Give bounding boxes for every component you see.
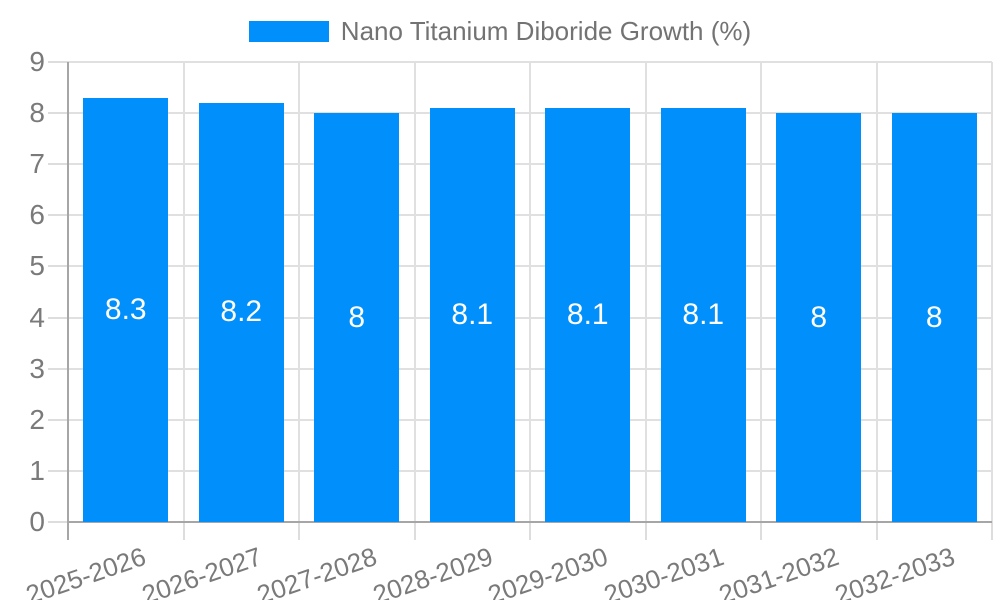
x-axis-label: 2029-2030 xyxy=(484,541,612,600)
y-axis-label: 6 xyxy=(29,199,45,231)
x-tick xyxy=(182,522,185,540)
y-axis-label: 9 xyxy=(29,46,45,77)
y-axis-label: 2 xyxy=(29,403,45,435)
x-tick xyxy=(760,522,762,540)
bar-value-label: 8.1 xyxy=(682,298,725,331)
y-tick xyxy=(48,61,68,63)
y-tick xyxy=(48,521,68,523)
x-grid-line xyxy=(875,62,878,522)
bar: 8.1 xyxy=(660,108,746,522)
x-grid-line xyxy=(298,62,300,522)
bar-value-label: 8.1 xyxy=(451,298,494,331)
x-axis-label: 2026-2027 xyxy=(138,541,266,600)
x-grid-line xyxy=(991,62,993,522)
y-axis-label: 1 xyxy=(29,454,45,486)
bar: 8 xyxy=(314,113,400,522)
x-tick xyxy=(298,522,300,540)
bar: 8.1 xyxy=(545,108,631,522)
x-axis-label: 2031-2032 xyxy=(715,541,843,600)
bar-value-label: 8.2 xyxy=(220,295,263,329)
bar-value-label: 8 xyxy=(925,300,943,334)
y-axis-label: 3 xyxy=(29,352,45,384)
legend-item[interactable]: Nano Titanium Diboride Growth (%) xyxy=(0,14,1000,48)
x-axis-label: 2025-2026 xyxy=(22,541,150,600)
y-tick xyxy=(48,469,68,472)
x-grid-line xyxy=(760,62,762,522)
bar-value-label: 8 xyxy=(348,300,366,334)
plot-area: 0 1 2 3 4 5 6 7 8 9 8.3 8.2 8 8.1 8.1 8.1 8 8 2025-2026 202… xyxy=(23,48,993,600)
x-tick xyxy=(991,522,993,540)
x-axis-line xyxy=(68,521,992,523)
legend-marker xyxy=(248,20,329,42)
x-grid-line xyxy=(529,62,531,522)
y-axis-label: 0 xyxy=(29,506,45,537)
x-tick xyxy=(413,522,416,540)
bar-value-label: 8.3 xyxy=(104,292,147,326)
bar: 8.3 xyxy=(83,97,169,522)
bar: 8.2 xyxy=(198,102,284,522)
bar: 8 xyxy=(891,113,977,522)
y-tick xyxy=(48,163,68,166)
y-axis-label: 5 xyxy=(29,250,45,282)
bar: 8 xyxy=(776,113,862,522)
y-tick xyxy=(48,214,68,217)
x-axis-label: 2030-2031 xyxy=(600,541,728,600)
y-tick xyxy=(48,265,68,268)
x-axis-label: 2028-2029 xyxy=(369,541,497,600)
bar: 8.1 xyxy=(429,108,515,522)
bar-value-label: 8.1 xyxy=(566,298,609,331)
y-tick xyxy=(48,367,68,370)
y-tick xyxy=(48,316,68,319)
x-grid-line xyxy=(644,62,647,522)
y-axis-label: 8 xyxy=(29,97,45,129)
x-tick xyxy=(529,522,531,540)
x-tick xyxy=(875,522,878,540)
y-axis-line xyxy=(67,62,69,540)
x-grid-line xyxy=(182,62,185,522)
y-tick xyxy=(48,418,68,421)
x-axis-label: 2027-2028 xyxy=(253,541,381,600)
x-grid-line xyxy=(413,62,416,522)
x-axis-label: 2032-2033 xyxy=(831,541,959,600)
y-axis-label: 4 xyxy=(29,301,45,333)
legend-label: Nano Titanium Diboride Growth (%) xyxy=(340,15,752,46)
bar-value-label: 8 xyxy=(810,300,828,334)
y-axis-label: 7 xyxy=(29,148,45,180)
x-tick xyxy=(644,522,647,540)
y-tick xyxy=(48,112,68,115)
